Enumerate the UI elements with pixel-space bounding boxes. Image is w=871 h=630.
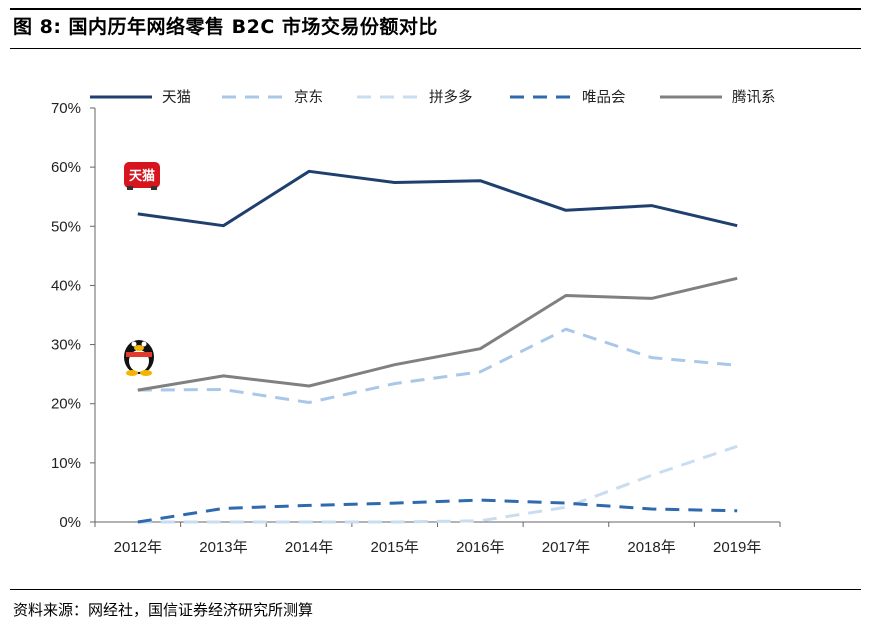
chart-legend: 天猫 京东 拼多多 唯品会 腾讯系 [90,89,776,106]
x-tick-label: 2018年 [627,539,675,556]
y-tick-label: 20% [51,396,81,413]
figure-title: 图 8: 国内历年网络零售 B2C 市场交易份额对比 [13,16,438,38]
source-rule [10,589,861,590]
top-rule [10,8,861,10]
x-tick-label: 2013年 [199,539,247,556]
line-chart: 0% 10% 20% 30% 40% 50% 60% 70% 2012年 2013年 2014年 20… [51,89,781,556]
legend-label-3: 唯品会 [582,89,626,106]
y-tick-label: 10% [51,455,81,472]
penguin-foot [126,370,138,376]
y-tick-label: 50% [51,218,81,235]
penguin-beak [134,345,144,351]
qq-penguin-logo [124,340,154,376]
penguin-foot [140,370,152,376]
x-tick-label: 2012年 [114,539,162,556]
series-line-1 [137,327,738,404]
tmall-logo-foot [151,186,157,190]
y-tick-label: 70% [51,100,81,117]
title-rule [10,48,861,49]
series-line-4 [137,276,738,392]
x-tick-label: 2015年 [371,539,419,556]
tmall-logo-text: 天猫 [129,168,155,184]
y-tick-label: 30% [51,337,81,354]
penguin-eye [131,341,137,347]
penguin-scarf [126,352,152,357]
legend-label-2: 拼多多 [429,89,473,106]
penguin-eye [141,341,147,347]
tmall-logo-foot [127,186,133,190]
x-tick-label: 2014年 [285,539,333,556]
legend-label-1: 京东 [294,89,323,106]
y-tick-label: 60% [51,159,81,176]
source-note: 资料来源：网经社，国信证券经济研究所测算 [13,601,314,619]
y-tick-label: 0% [59,514,81,531]
x-tick-label: 2016年 [456,539,504,556]
series-layer [137,169,738,524]
legend-label-0: 天猫 [162,89,191,106]
x-tick-label: 2017年 [542,539,590,556]
series-line-3 [137,498,738,524]
x-tick-label: 2019年 [713,539,761,556]
legend-label-4: 腾讯系 [732,89,776,106]
tmall-logo-badge [124,162,160,188]
tmall-logo: 天猫 [124,162,160,190]
logo-annotations: 天猫 [124,162,160,376]
y-tick-label: 40% [51,277,81,294]
series-line-0 [137,169,738,228]
chart-axes: 0% 10% 20% 30% 40% 50% 60% 70% 2012年 2013年 2014年 20… [51,100,781,556]
series-line-2 [137,444,738,524]
